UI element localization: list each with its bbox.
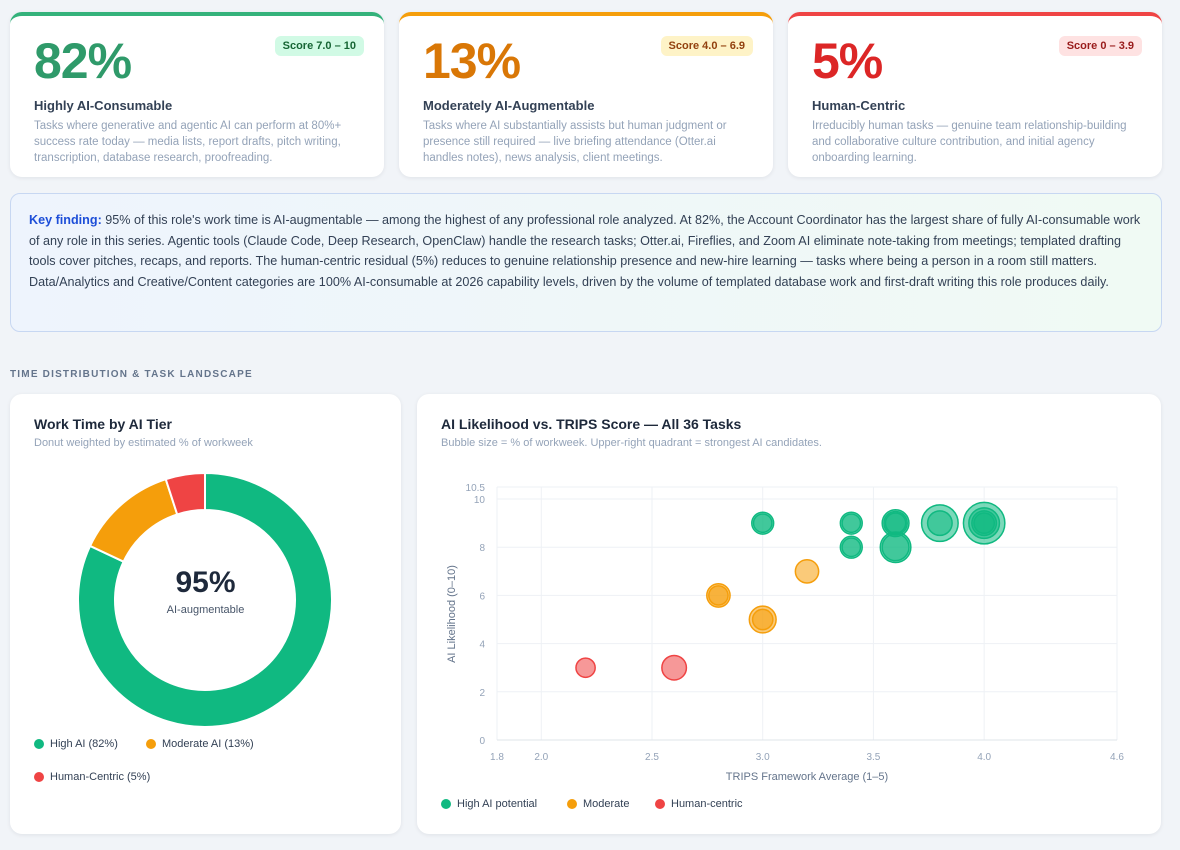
legend-item[interactable]: Moderate AI (13%) — [146, 738, 254, 750]
x-tick-label: 1.8 — [490, 752, 504, 763]
legend-label: Human-centric — [671, 798, 743, 810]
donut-panel: Work Time by AI Tier Donut weighted by e… — [10, 394, 401, 834]
tier-description: Irreducibly human tasks — genuine team r… — [812, 120, 1127, 164]
tier-percent: 13% — [423, 33, 521, 89]
score-badge: Score 7.0 – 10 — [274, 36, 364, 56]
legend-swatch — [146, 739, 156, 749]
tier-title: Moderately AI-Augmentable — [423, 98, 595, 113]
bubble[interactable] — [708, 585, 729, 606]
x-tick-label: 4.6 — [1110, 752, 1124, 763]
bubble[interactable] — [575, 657, 596, 679]
legend-item[interactable]: Human-Centric (5%) — [34, 771, 150, 783]
scatter-title: AI Likelihood vs. TRIPS Score — All 36 T… — [441, 416, 742, 432]
x-tick-label: 2.0 — [534, 752, 548, 763]
y-tick-label: 4 — [479, 640, 485, 651]
tier-card: 5% Score 0 – 3.9 Human-Centric Irreducib… — [788, 12, 1162, 177]
legend-item[interactable]: Moderate — [567, 798, 629, 810]
donut-slice[interactable] — [77, 471, 333, 728]
x-tick-label: 3.5 — [866, 752, 880, 763]
y-tick-label: 6 — [479, 591, 485, 602]
legend-item[interactable]: Human-centric — [655, 798, 743, 810]
scatter-subtitle: Bubble size = % of workweek. Upper-right… — [441, 437, 822, 449]
legend-swatch — [655, 799, 665, 809]
tier-percent: 82% — [34, 33, 132, 89]
y-tick-label: 0 — [479, 736, 485, 747]
donut-chart — [77, 471, 333, 728]
x-axis-label: TRIPS Framework Average (1–5) — [726, 771, 888, 783]
legend-swatch — [441, 799, 451, 809]
tier-title: Human-Centric — [812, 98, 906, 113]
legend-label: Human-Centric (5%) — [50, 771, 151, 783]
score-badge: Score 4.0 – 6.9 — [660, 36, 753, 56]
legend-label: Moderate — [583, 798, 630, 810]
x-tick-label: 4.0 — [977, 752, 991, 763]
donut-subtitle: Donut weighted by estimated % of workwee… — [34, 437, 253, 449]
bubble[interactable] — [841, 513, 862, 534]
legend-item[interactable]: High AI (82%) — [34, 738, 118, 750]
y-tick-label: 2 — [479, 688, 485, 699]
bubble[interactable] — [841, 537, 862, 558]
tier-card: 13% Score 4.0 – 6.9 Moderately AI-Augmen… — [399, 12, 773, 177]
bubble[interactable] — [661, 654, 688, 681]
legend-swatch — [34, 739, 44, 749]
donut-slice[interactable] — [88, 477, 179, 564]
legend-label: High AI (82%) — [50, 738, 118, 750]
y-tick-label: 8 — [479, 543, 485, 554]
bubble[interactable] — [752, 513, 773, 534]
legend-swatch — [34, 772, 44, 782]
section-heading: TIME DISTRIBUTION & TASK LANDSCAPE — [10, 369, 253, 380]
tier-title: Highly AI-Consumable — [34, 98, 173, 113]
bubble[interactable] — [794, 558, 820, 584]
y-axis-label: AI Likelihood (0–10) — [446, 565, 458, 663]
y-tick-label: 10.5 — [466, 483, 486, 494]
bubble[interactable] — [881, 533, 910, 562]
legend-item[interactable]: High AI potential — [441, 798, 537, 810]
bubble[interactable] — [926, 510, 953, 537]
bubble[interactable] — [884, 512, 907, 535]
tier-card: 82% Score 7.0 – 10 Highly AI-Consumable … — [10, 12, 384, 177]
tier-description: Tasks where AI substantially assists but… — [423, 120, 727, 164]
x-tick-label: 2.5 — [645, 752, 659, 763]
bubble[interactable] — [751, 608, 774, 631]
legend-label: Moderate AI (13%) — [162, 738, 254, 750]
legend-swatch — [567, 799, 577, 809]
legend-label: High AI potential — [457, 798, 538, 810]
score-badge: Score 0 – 3.9 — [1058, 36, 1142, 56]
key-finding-text: 95% of this role's work time is AI-augme… — [29, 213, 1141, 289]
donut-title: Work Time by AI Tier — [34, 416, 172, 432]
bubble[interactable] — [973, 512, 996, 535]
scatter-panel: AI Likelihood vs. TRIPS Score — All 36 T… — [417, 394, 1161, 834]
tier-description: Tasks where generative and agentic AI ca… — [34, 120, 342, 164]
y-tick-label: 10 — [474, 495, 486, 506]
x-tick-label: 3.0 — [756, 752, 770, 763]
tier-percent: 5% — [812, 33, 883, 89]
key-finding-callout: Key finding: 95% of this role's work tim… — [10, 193, 1162, 332]
donut-slice[interactable] — [164, 471, 206, 516]
key-finding-label: Key finding: — [29, 213, 102, 227]
